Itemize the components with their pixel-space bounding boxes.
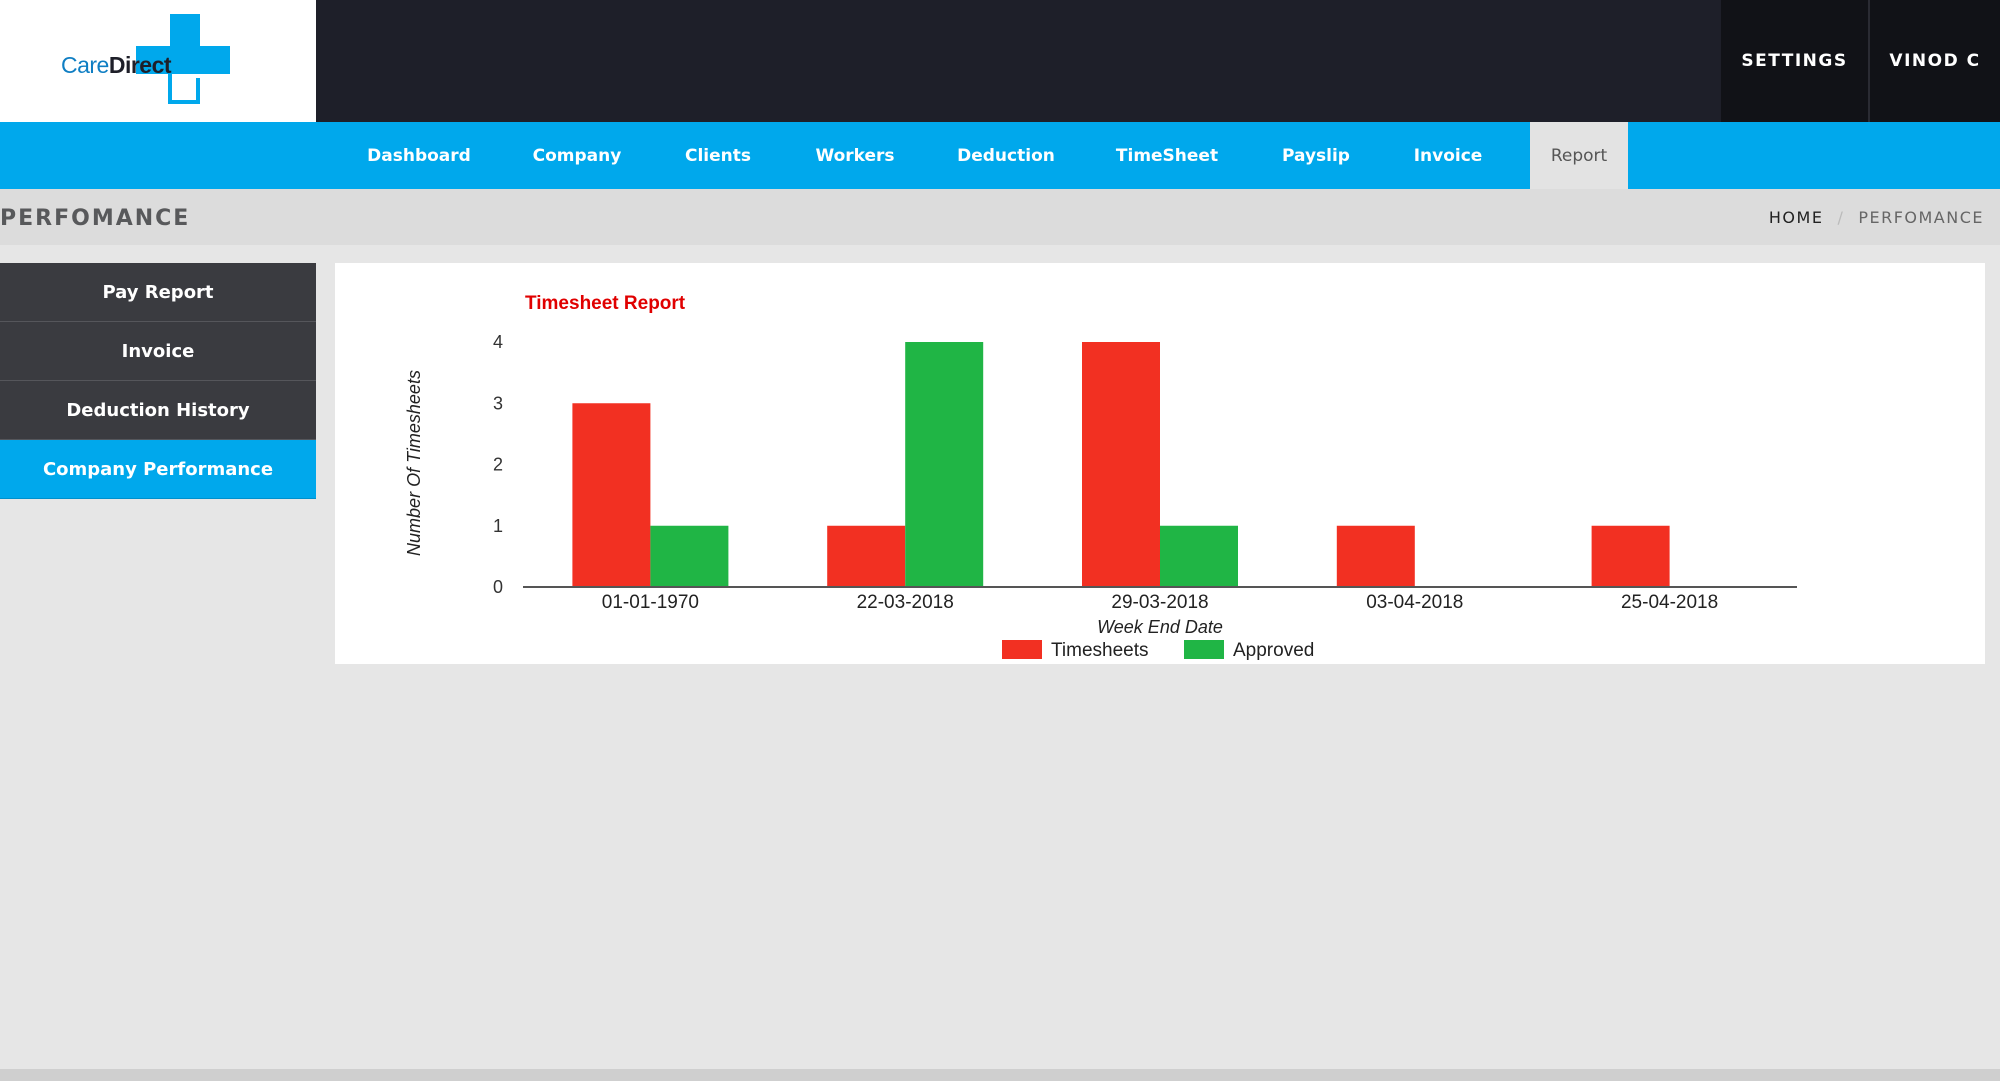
bottom-border bbox=[0, 1069, 2000, 1081]
x-tick-label: 01-01-1970 bbox=[602, 592, 699, 613]
nav-dashboard[interactable]: Dashboard bbox=[367, 145, 471, 166]
sidebar-item-invoice[interactable]: Invoice bbox=[0, 322, 316, 381]
logo-care: Care bbox=[61, 52, 109, 78]
x-tick-label: 22-03-2018 bbox=[857, 592, 954, 613]
sidebar-item-company-performance[interactable]: Company Performance bbox=[0, 440, 316, 499]
legend-swatch-approved[interactable] bbox=[1184, 640, 1224, 659]
page-title: PERFOMANCE bbox=[0, 206, 191, 231]
bar-approved-2[interactable] bbox=[1160, 525, 1238, 587]
y-axis-ticks: 0 1 2 3 4 bbox=[493, 332, 503, 597]
care-direct-logo-icon bbox=[136, 14, 230, 104]
chart-bars bbox=[572, 342, 1670, 587]
nav-workers[interactable]: Workers bbox=[815, 145, 895, 166]
main-nav: Dashboard Company Clients Workers Deduct… bbox=[0, 122, 2000, 189]
nav-report[interactable]: Report bbox=[1530, 122, 1628, 189]
chart-legend: Timesheets Approved bbox=[1002, 640, 1314, 661]
x-tick-label: 25-04-2018 bbox=[1621, 592, 1718, 613]
y-tick-label: 3 bbox=[493, 393, 503, 413]
x-tick-label: 29-03-2018 bbox=[1111, 592, 1208, 613]
y-tick-label: 4 bbox=[493, 332, 503, 352]
legend-label-approved[interactable]: Approved bbox=[1233, 640, 1314, 661]
breadcrumb-home[interactable]: HOME bbox=[1768, 208, 1824, 227]
chart-xlabel: Week End Date bbox=[1097, 617, 1223, 637]
x-axis-ticks: 01-01-1970 22-03-2018 29-03-2018 03-04-2018… bbox=[602, 592, 1718, 613]
bar-timesheets-0[interactable] bbox=[572, 403, 651, 587]
timesheet-chart: Timesheet Report Number Of Timesheets We… bbox=[404, 293, 1797, 661]
logo-text: CareDirect bbox=[61, 52, 172, 79]
chart-ylabel: Number Of Timesheets bbox=[404, 370, 424, 556]
sidebar-item-pay-report[interactable]: Pay Report bbox=[0, 263, 316, 322]
nav-company[interactable]: Company bbox=[532, 145, 622, 166]
nav-invoice[interactable]: Invoice bbox=[1413, 145, 1483, 166]
y-tick-label: 2 bbox=[493, 455, 503, 475]
bar-timesheets-2[interactable] bbox=[1082, 342, 1160, 587]
sidebar-item-deduction-history[interactable]: Deduction History bbox=[0, 381, 316, 440]
breadcrumb-current: PERFOMANCE bbox=[1858, 208, 1984, 227]
chart-panel: Timesheet Report Number Of Timesheets We… bbox=[335, 263, 1985, 664]
sidebar: Pay Report Invoice Deduction History Com… bbox=[0, 263, 316, 499]
title-strip: PERFOMANCE HOME / PERFOMANCE bbox=[0, 189, 2000, 245]
bar-timesheets-3[interactable] bbox=[1336, 525, 1415, 587]
bar-approved-0[interactable] bbox=[650, 525, 729, 587]
bar-timesheets-4[interactable] bbox=[1591, 525, 1670, 587]
logo[interactable]: CareDirect bbox=[0, 0, 316, 122]
bar-timesheets-1[interactable] bbox=[827, 525, 906, 587]
nav-payslip[interactable]: Payslip bbox=[1282, 145, 1350, 166]
y-tick-label: 1 bbox=[493, 516, 503, 536]
nav-deduction[interactable]: Deduction bbox=[957, 145, 1055, 166]
user-menu[interactable]: VINOD C bbox=[1870, 0, 2000, 122]
x-tick-label: 03-04-2018 bbox=[1366, 592, 1463, 613]
top-bar: CareDirect SETTINGS VINOD C bbox=[0, 0, 2000, 122]
settings-menu[interactable]: SETTINGS bbox=[1721, 0, 1870, 122]
breadcrumb-separator: / bbox=[1837, 208, 1845, 227]
top-menu: SETTINGS VINOD C bbox=[1721, 0, 2000, 122]
chart-title: Timesheet Report bbox=[525, 293, 686, 314]
legend-label-timesheets[interactable]: Timesheets bbox=[1051, 640, 1149, 661]
nav-clients[interactable]: Clients bbox=[684, 145, 751, 166]
legend-swatch-timesheets[interactable] bbox=[1002, 640, 1042, 659]
logo-direct: Direct bbox=[108, 52, 172, 78]
nav-timesheet[interactable]: TimeSheet bbox=[1115, 145, 1219, 166]
y-tick-label: 0 bbox=[493, 577, 503, 597]
bar-approved-1[interactable] bbox=[905, 342, 984, 587]
breadcrumb: HOME / PERFOMANCE bbox=[1769, 208, 1984, 227]
